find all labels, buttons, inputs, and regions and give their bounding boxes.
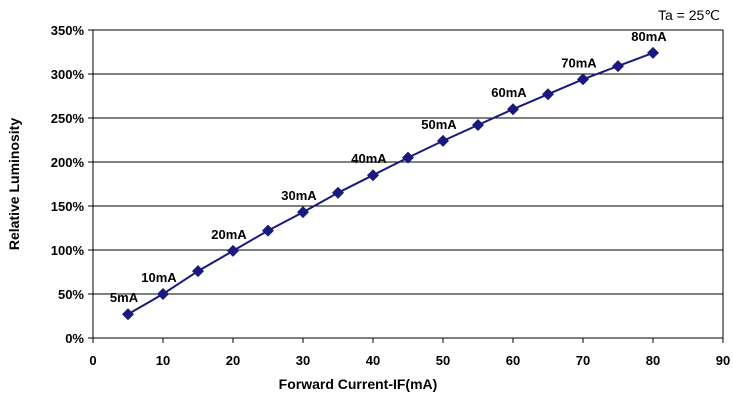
data-point-marker xyxy=(612,60,624,73)
data-point-marker xyxy=(472,119,484,132)
x-axis-title: Forward Current-IF(mA) xyxy=(279,376,438,392)
data-point-marker xyxy=(367,169,379,182)
x-tick-label: 40 xyxy=(366,353,380,368)
data-point-marker xyxy=(297,206,309,219)
x-tick-label: 50 xyxy=(436,353,450,368)
series-line xyxy=(127,51,654,316)
y-tick-label: 100% xyxy=(51,243,85,258)
current-annotation: 40mA xyxy=(351,151,387,166)
x-tick-label: 10 xyxy=(156,353,170,368)
data-point-marker xyxy=(192,265,204,278)
data-point-marker xyxy=(157,288,169,300)
grid xyxy=(93,29,723,339)
x-tick-label: 0 xyxy=(89,353,96,368)
x-tick-label: 60 xyxy=(506,353,520,368)
x-tick-label: 70 xyxy=(576,353,590,368)
y-ticks: 0% 50% 100% 150% 200% 250% 300% 350% xyxy=(51,23,93,346)
current-annotation: 60mA xyxy=(491,85,527,100)
current-annotation: 70mA xyxy=(561,55,597,70)
current-annotation: 10mA xyxy=(141,270,177,285)
data-point-marker xyxy=(402,151,414,164)
y-tick-label: 250% xyxy=(51,111,85,126)
x-tick-label: 80 xyxy=(646,353,660,368)
x-tick-label: 90 xyxy=(716,353,730,368)
current-annotation: 30mA xyxy=(281,188,317,203)
current-annotation: 20mA xyxy=(211,227,247,242)
data-point-marker xyxy=(647,46,659,59)
y-axis-title: Relative Luminosity xyxy=(6,118,22,250)
data-point-marker xyxy=(332,186,344,199)
current-annotation: 80mA xyxy=(631,29,667,44)
y-tick-label: 200% xyxy=(51,155,85,170)
data-point-marker xyxy=(262,224,274,237)
data-point-marker xyxy=(227,244,239,257)
y-tick-label: 0% xyxy=(65,331,84,346)
current-annotation: 5mA xyxy=(110,290,139,305)
y-tick-label: 300% xyxy=(51,67,85,82)
x-tick-label: 30 xyxy=(296,353,310,368)
data-point-marker xyxy=(437,134,449,147)
plot-frame xyxy=(92,29,724,339)
x-ticks: 0 10 20 30 40 50 60 70 80 90 xyxy=(89,338,730,368)
current-annotation: 50mA xyxy=(421,117,457,132)
y-tick-label: 50% xyxy=(58,287,84,302)
data-point-marker xyxy=(542,88,554,101)
x-tick-label: 20 xyxy=(226,353,240,368)
data-point-marker xyxy=(507,103,519,116)
series-markers xyxy=(122,46,659,321)
y-tick-label: 150% xyxy=(51,199,85,214)
data-point-marker xyxy=(577,73,589,86)
condition-label: Ta = 25℃ xyxy=(658,7,720,23)
y-tick-label: 350% xyxy=(51,23,85,38)
data-point-marker xyxy=(122,308,134,321)
